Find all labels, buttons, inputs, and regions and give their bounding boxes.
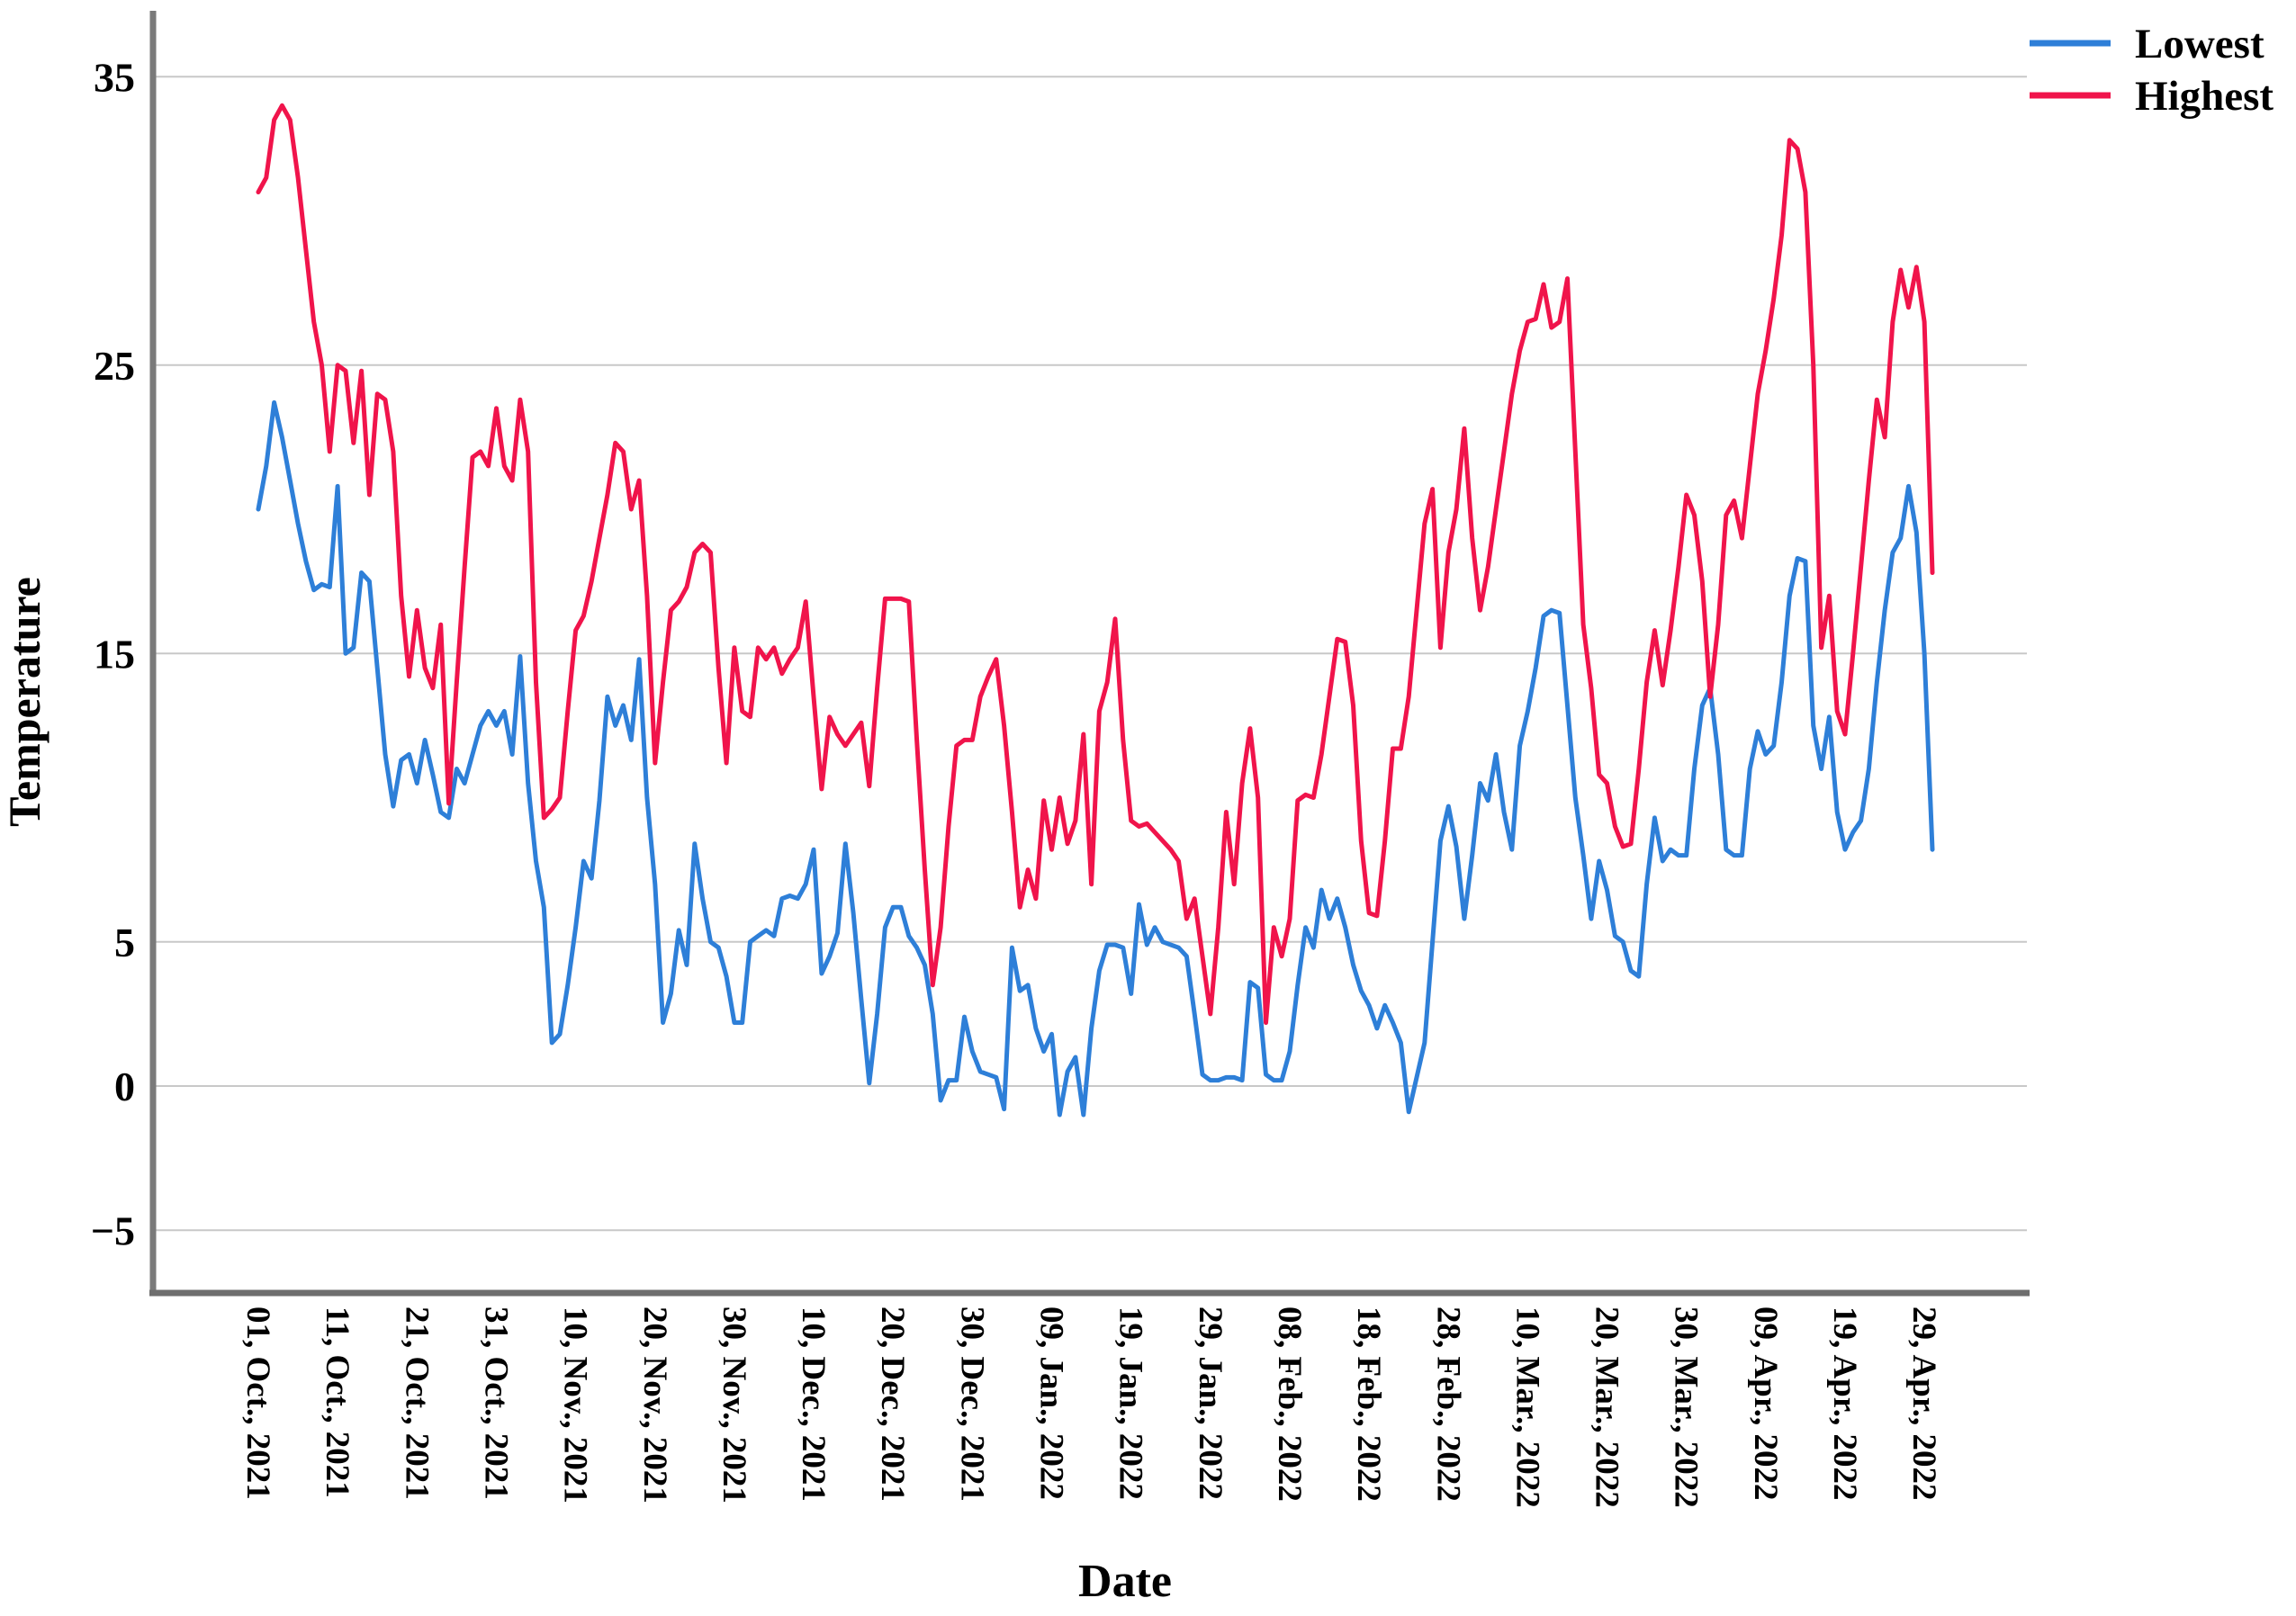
x-tick-label: 28, Feb., 2022 <box>1429 1306 1466 1502</box>
x-tick-label: 11, Oct., 2021 <box>319 1306 356 1498</box>
x-tick-label: 30, Mar., 2022 <box>1668 1306 1705 1508</box>
x-tick-label: 20, Mar., 2022 <box>1589 1306 1625 1508</box>
x-tick-label: 20, Nov., 2021 <box>636 1306 673 1504</box>
x-tick-label: 30, Nov., 2021 <box>716 1306 752 1504</box>
x-tick-label: 20, Dec., 2021 <box>874 1306 911 1502</box>
legend-label-highest: Highest <box>2135 73 2273 120</box>
y-axis-title: Temperature <box>0 577 50 827</box>
legend-label-lowest: Lowest <box>2135 21 2264 67</box>
highest-line <box>256 103 1935 1025</box>
x-tick-label: 29, Jan., 2022 <box>1192 1306 1229 1500</box>
y-tick-label: 25 <box>94 343 135 389</box>
x-tick-label: 10, Mar., 2022 <box>1508 1306 1545 1508</box>
x-tick-label: 09, Jan., 2022 <box>1033 1306 1070 1500</box>
x-tick-label: 10, Nov., 2021 <box>557 1306 594 1504</box>
x-axis-title: Date <box>1078 1556 1172 1607</box>
y-tick-label: 5 <box>114 920 135 965</box>
x-tick-label: 31, Oct., 2021 <box>477 1306 514 1500</box>
x-tick-label: 29, Apr., 2022 <box>1905 1306 1942 1501</box>
x-tick-label: 19, Apr., 2022 <box>1826 1306 1863 1501</box>
lowest-line <box>256 400 1935 1118</box>
x-tick-label: 21, Oct., 2021 <box>398 1306 435 1500</box>
x-tick-label: 10, Dec., 2021 <box>795 1306 832 1502</box>
x-tick-label: 30, Dec., 2021 <box>953 1306 990 1502</box>
x-tick-label: 19, Jan., 2022 <box>1112 1306 1149 1500</box>
x-tick-label: 08, Feb., 2022 <box>1271 1306 1308 1502</box>
x-tick-label: 01, Oct., 2021 <box>239 1306 276 1500</box>
y-tick-label: 15 <box>94 631 135 677</box>
x-tick-label: 09, Apr., 2022 <box>1747 1306 1784 1501</box>
y-tick-label: 0 <box>114 1064 135 1109</box>
y-tick-label: −5 <box>91 1208 135 1253</box>
y-tick-label: 35 <box>94 54 135 100</box>
x-tick-label: 18, Feb., 2022 <box>1350 1306 1387 1502</box>
